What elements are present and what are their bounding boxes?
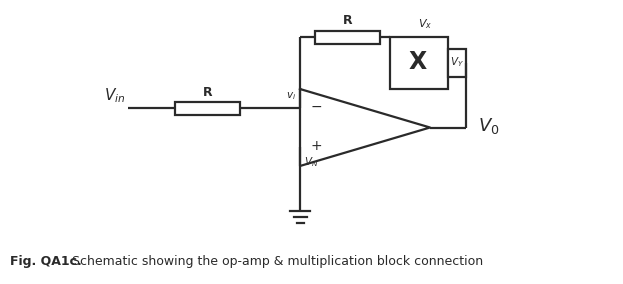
Text: $V_Y$: $V_Y$ xyxy=(450,55,464,69)
Text: Fig. QA1c.: Fig. QA1c. xyxy=(10,255,82,268)
Text: $V_N$: $V_N$ xyxy=(304,155,318,168)
Bar xyxy=(390,37,448,89)
Text: R: R xyxy=(202,86,212,99)
Text: X: X xyxy=(409,50,427,74)
Bar xyxy=(448,49,466,77)
Bar xyxy=(315,30,380,43)
Text: +: + xyxy=(310,139,322,153)
Text: $V_x$: $V_x$ xyxy=(418,17,432,31)
Text: Schematic showing the op-amp & multiplication block connection: Schematic showing the op-amp & multiplic… xyxy=(68,255,483,268)
Text: R: R xyxy=(343,14,353,28)
Text: $V_0$: $V_0$ xyxy=(478,116,500,135)
Text: $V_{in}$: $V_{in}$ xyxy=(104,87,126,105)
Text: $v_i$: $v_i$ xyxy=(286,90,296,102)
Bar xyxy=(175,102,240,115)
Text: −: − xyxy=(310,100,322,114)
